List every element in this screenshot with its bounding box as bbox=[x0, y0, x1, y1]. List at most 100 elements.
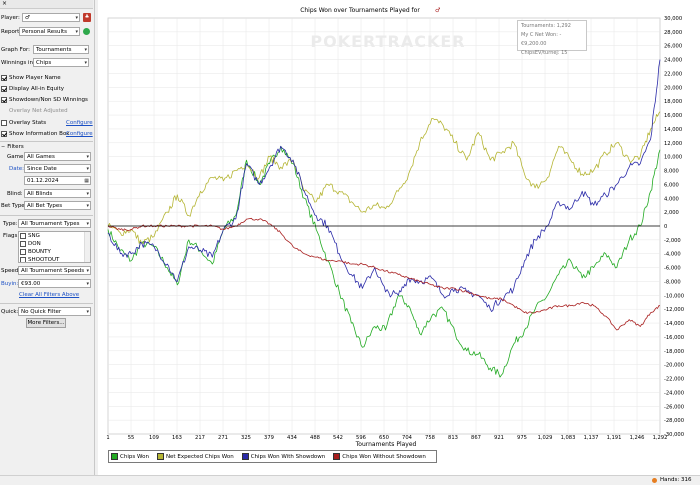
quick-filter-select[interactable]: No Quick Filter ▾ bbox=[18, 307, 91, 316]
y-tick-label: 14,000 bbox=[664, 127, 682, 133]
player-row: Player: bbox=[1, 13, 20, 23]
status-indicator-icon bbox=[652, 478, 657, 483]
y-tick-label: -22,000 bbox=[664, 377, 684, 383]
y-tick-label: 22,000 bbox=[664, 71, 682, 77]
flag-item-don[interactable]: DON bbox=[19, 240, 90, 248]
overlay-stats-option[interactable]: Overlay Stats bbox=[1, 118, 46, 128]
game-row: Game: bbox=[7, 152, 25, 162]
game-select[interactable]: All Games ▾ bbox=[24, 152, 91, 161]
legend-item-net-expected[interactable]: Net Expected Chips Won bbox=[156, 453, 234, 460]
chevron-down-icon: ▾ bbox=[86, 154, 89, 160]
legend-swatch bbox=[333, 453, 341, 460]
date-select[interactable]: Since Date ▾ bbox=[24, 164, 91, 173]
y-tick-label: 18,000 bbox=[664, 99, 682, 105]
info-line: ChipsEV/turnej: 15 bbox=[521, 50, 568, 56]
legend-label: Chips Won bbox=[120, 453, 149, 460]
bet-type-select[interactable]: All Bet Types ▾ bbox=[24, 201, 91, 210]
series-line-chips-won-with-showdown bbox=[107, 59, 661, 313]
checkbox-unchecked[interactable] bbox=[20, 257, 26, 262]
information-box-configure-link[interactable]: Configure bbox=[66, 131, 93, 137]
report-ok-icon bbox=[83, 28, 90, 35]
flags-listbox[interactable]: SNG DON BOUNTY SHOOTOUT bbox=[18, 231, 91, 263]
flag-item-bounty[interactable]: BOUNTY bbox=[19, 248, 90, 256]
quick-filter-value: No Quick Filter bbox=[21, 309, 62, 315]
flags-scrollbar[interactable] bbox=[84, 232, 90, 262]
y-tick-label: -24,000 bbox=[664, 390, 684, 396]
tournament-type-select[interactable]: All Tournament Types ▾ bbox=[18, 219, 91, 228]
more-filters-button[interactable]: More Filters... bbox=[26, 318, 66, 328]
hands-count: Hands: 316 bbox=[660, 477, 692, 483]
clear-filters-link[interactable]: Clear All Filters Above bbox=[19, 292, 80, 298]
chevron-down-icon: ▾ bbox=[86, 221, 89, 227]
type-row: Type: bbox=[3, 219, 18, 229]
checkbox-checked[interactable] bbox=[1, 86, 7, 92]
graph-for-value: Tournaments bbox=[36, 47, 72, 53]
buyin-value: €93.00 bbox=[21, 281, 41, 287]
checkbox-label: Show Information Box bbox=[9, 131, 70, 137]
chevron-down-icon: ▾ bbox=[86, 203, 89, 209]
x-tick-label: 975 bbox=[517, 435, 527, 441]
y-tick-label: 28,000 bbox=[664, 30, 682, 36]
filters-header-label: Filters bbox=[7, 144, 24, 150]
buyin-row: Buyin: bbox=[1, 279, 18, 289]
flag-item-sng[interactable]: SNG bbox=[19, 232, 90, 240]
x-tick-label: 1 bbox=[106, 435, 109, 441]
date-input[interactable]: 01.12.2024 ▦ bbox=[24, 176, 91, 185]
speed-select[interactable]: All Tournament Speeds ▾ bbox=[18, 266, 91, 275]
checkbox-checked[interactable] bbox=[1, 75, 7, 81]
player-settings-icon[interactable]: ♣ bbox=[83, 13, 91, 22]
checkbox-unchecked[interactable] bbox=[1, 120, 7, 126]
x-tick-label: 1,137 bbox=[584, 435, 599, 441]
checkbox-label: Overlay Net Adjusted bbox=[9, 108, 68, 114]
checkbox-unchecked[interactable] bbox=[20, 233, 26, 239]
legend-item-chips-won[interactable]: Chips Won bbox=[111, 453, 149, 460]
checkbox-checked[interactable] bbox=[1, 97, 7, 103]
y-tick-label: -8,000 bbox=[664, 279, 681, 285]
chart-svg[interactable]: POKERTRACKER 1 55 109 163 217 271 325 379 434 488… bbox=[98, 0, 700, 475]
x-tick-label: 271 bbox=[218, 435, 228, 441]
x-axis-ticks: 1 55 109 163 217 271 325 379 434 488 542 596 650 704 7… bbox=[106, 435, 667, 441]
blind-select[interactable]: All Blinds ▾ bbox=[24, 189, 91, 198]
overlay-net-adjusted-option: Overlay Net Adjusted bbox=[1, 106, 68, 116]
buyin-select[interactable]: €93.00 ▾ bbox=[18, 279, 91, 288]
x-tick-label: 704 bbox=[402, 435, 413, 441]
checkbox-checked[interactable] bbox=[1, 131, 7, 137]
graph-for-select[interactable]: Tournaments ▾ bbox=[33, 45, 89, 54]
date-label: Date: bbox=[9, 166, 24, 172]
y-tick-label: -4,000 bbox=[664, 252, 681, 258]
flag-item-shootout[interactable]: SHOOTOUT bbox=[19, 256, 90, 262]
date-value: Since Date bbox=[27, 166, 57, 172]
overlay-stats-configure-link[interactable]: Configure bbox=[66, 120, 93, 126]
player-select[interactable]: ♂ ▾ bbox=[22, 13, 80, 22]
x-tick-label: 488 bbox=[310, 435, 320, 441]
checkbox-unchecked[interactable] bbox=[20, 249, 26, 255]
chevron-down-icon: ▾ bbox=[75, 29, 78, 35]
report-label: Report: bbox=[1, 29, 22, 35]
x-tick-label: 813 bbox=[448, 435, 458, 441]
show-information-box-option[interactable]: Show Information Box bbox=[1, 129, 69, 139]
blind-label: Blind: bbox=[7, 191, 23, 197]
collapse-icon[interactable]: − bbox=[1, 144, 6, 150]
y-tick-label: -18,000 bbox=[664, 349, 684, 355]
legend-item-without-showdown[interactable]: Chips Won Without Showdown bbox=[333, 453, 426, 460]
show-player-name-option[interactable]: Show Player Name bbox=[1, 73, 61, 83]
x-axis-label: Tournaments Played bbox=[355, 441, 417, 448]
winnings-in-select[interactable]: Chips ▾ bbox=[33, 58, 89, 67]
flags-label: Flags: bbox=[3, 233, 20, 239]
showdown-winnings-option[interactable]: Showdown/Non SD Winnings bbox=[1, 95, 88, 105]
display-allin-equity-option[interactable]: Display All-in Equity bbox=[1, 84, 64, 94]
report-select[interactable]: Personal Results ▾ bbox=[19, 27, 80, 36]
x-tick-label: 542 bbox=[333, 435, 343, 441]
info-line: My C Net Won: -€9,200.00 bbox=[521, 32, 562, 47]
chart-area: POKERTRACKER 1 55 109 163 217 271 325 379 434 488… bbox=[98, 0, 700, 475]
x-tick-label: 1,083 bbox=[561, 435, 576, 441]
filters-header[interactable]: − Filters bbox=[1, 142, 24, 152]
player-value: ♂ bbox=[25, 15, 30, 21]
legend-item-with-showdown[interactable]: Chips Won With Showdown bbox=[241, 453, 325, 460]
y-tick-label: 6,000 bbox=[664, 182, 679, 188]
y-tick-label: -30,000 bbox=[664, 432, 684, 438]
x-tick-label: 1,292 bbox=[653, 435, 668, 441]
close-icon[interactable]: × bbox=[2, 0, 8, 7]
checkbox-unchecked[interactable] bbox=[20, 241, 26, 247]
calendar-icon[interactable]: ▦ bbox=[84, 178, 89, 184]
